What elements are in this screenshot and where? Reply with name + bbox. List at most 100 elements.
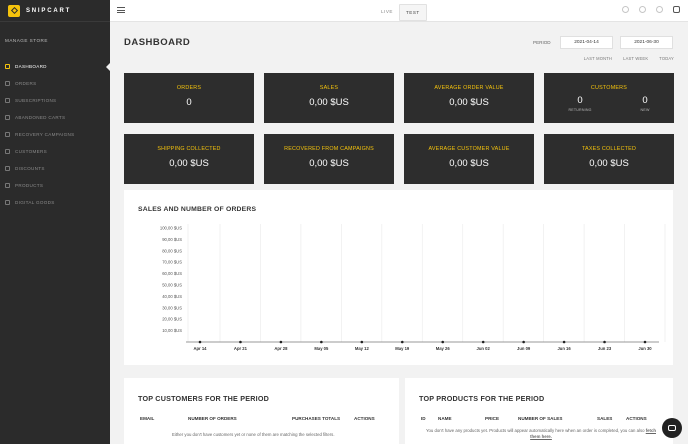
card-label: AVERAGE ORDER VALUE [434,85,504,91]
chart-title: SALES AND NUMBER OF ORDERS [138,206,257,213]
topbar-icons [622,6,680,13]
x-tick-label: May 05 [314,346,329,351]
column-id[interactable]: ID [421,416,426,421]
fetch-products-link[interactable]: fetch them here. [530,428,656,439]
hamburger-menu-icon[interactable] [117,7,125,13]
y-tick-label: 100,00 $US [160,226,182,231]
period-end-input[interactable]: 2021-06-30 [620,36,673,49]
card-label: AVERAGE CUSTOMER VALUE [428,146,510,152]
shipping-collected-card: SHIPPING COLLECTED 0,00 $US [124,134,254,184]
sidebar-item-abandoned-carts[interactable]: ABANDONED CARTS [0,109,110,126]
data-point [522,340,525,344]
docs-icon[interactable] [656,6,663,13]
column-sales[interactable]: SALES [597,416,613,421]
column-name[interactable]: NAME [438,416,452,421]
column-actions: ACTIONS [626,416,647,421]
cart-icon [5,115,10,120]
sidebar-item-label: RECOVERY CAMPAIGNS [15,132,75,137]
sidebar-item-orders[interactable]: ORDERS [0,75,110,92]
period-label: PERIOD [533,40,551,45]
sidebar-item-products[interactable]: PRODUCTS [0,177,110,194]
last-week-link[interactable]: LAST WEEK [623,56,649,61]
card-label: RECOVERED FROM CAMPAIGNS [284,146,374,152]
empty-message-text: You don't have any products yet. Product… [426,428,645,433]
card-label: ORDERS [176,85,202,91]
sidebar-item-discounts[interactable]: DISCOUNTS [0,160,110,177]
column-price[interactable]: PRICE [485,416,500,421]
card-value: 0,00 $US [449,158,489,169]
sidebar-item-label: PRODUCTS [15,183,44,188]
account-icon[interactable] [673,6,680,13]
sidebar-item-label: CUSTOMERS [15,149,47,154]
discount-icon [5,166,10,171]
top-customers-panel: TOP CUSTOMERS FOR THE PERIOD EMAIL NUMBE… [124,378,399,444]
column-purchases-totals[interactable]: PURCHASES TOTALS [292,416,341,421]
returning-customers: 0 RETURNING [568,95,591,112]
y-tick-label: 80,00 $US [162,248,182,253]
column-number-of-orders[interactable]: NUMBER OF ORDERS [188,416,237,421]
card-label: CUSTOMERS [590,85,628,91]
sidebar-item-recovery-campaigns[interactable]: RECOVERY CAMPAIGNS [0,126,110,143]
x-tick-label: Jun 23 [598,346,612,351]
y-tick-label: 20,00 $US [162,317,182,322]
top-customers-empty-message: Either you don't have customers yet or n… [172,432,335,437]
orders-card: ORDERS 0 [124,73,254,123]
sidebar-item-customers[interactable]: CUSTOMERS [0,143,110,160]
recovery-icon [5,132,10,137]
card-value: 0 [186,97,192,108]
mode-live-button[interactable]: LIVE [381,9,393,14]
data-point [279,340,283,344]
sidebar-item-label: DISCOUNTS [15,166,45,171]
top-products-empty-message: You don't have any products yet. Product… [421,428,661,440]
chat-bubble-icon [668,425,676,431]
snipcart-logo-icon [8,4,20,17]
mode-test-button[interactable]: TEST [398,4,427,21]
sidebar-item-label: ORDERS [15,81,37,86]
data-point [360,340,364,344]
period-start-input[interactable]: 2021-04-14 [560,36,613,49]
y-tick-label: 90,00 $US [162,237,182,242]
card-value: 0,00 $US [309,97,349,108]
recovered-campaigns-card: RECOVERED FROM CAMPAIGNS 0,00 $US [264,134,394,184]
sidebar-item-dashboard[interactable]: DASHBOARD [0,58,110,75]
subscriptions-icon [5,98,10,103]
notifications-icon[interactable] [639,6,646,13]
card-value: 0,00 $US [169,158,209,169]
x-tick-label: Apr 21 [234,346,248,351]
column-number-of-sales[interactable]: NUMBER OF SALES [518,416,563,421]
topbar: LIVE TEST [110,0,688,22]
data-point [603,340,606,344]
data-point [481,340,485,344]
column-email[interactable]: EMAIL [140,416,155,421]
taxes-collected-card: TAXES COLLECTED 0,00 $US [544,134,674,184]
column-actions: ACTIONS [354,416,375,421]
x-tick-label: May 12 [355,346,370,351]
sidebar-item-digital-goods[interactable]: DIGITAL GOODS [0,194,110,211]
x-tick-label: Jun 02 [477,346,491,351]
average-order-value-card: AVERAGE ORDER VALUE 0,00 $US [404,73,534,123]
top-customers-title: TOP CUSTOMERS FOR THE PERIOD [138,394,269,403]
card-label: SHIPPING COLLECTED [157,146,221,152]
sidebar-item-label: SUBSCRIPTIONS [15,98,57,103]
data-point [562,340,566,344]
brand[interactable]: SNIPCART [0,0,110,22]
data-point [441,340,445,344]
sales-orders-chart: 10,00 $US 20,00 $US 30,00 $US 40,00 $US 50,0… [160,224,666,351]
sidebar-section-title: MANAGE STORE [5,38,48,43]
bar-chart-icon [5,64,10,69]
y-tick-label: 10,00 $US [162,328,182,333]
help-icon[interactable] [622,6,629,13]
data-point [643,340,647,344]
last-month-link[interactable]: LAST MONTH [583,56,613,61]
sidebar-item-subscriptions[interactable]: SUBSCRIPTIONS [0,92,110,109]
orders-icon [5,81,10,86]
returning-value: 0 [577,95,583,106]
y-tick-label: 60,00 $US [162,271,182,276]
new-value: 0 [642,95,648,106]
chat-button[interactable] [662,418,682,438]
tag-icon [5,183,10,188]
today-link[interactable]: TODAY [659,56,674,61]
y-tick-label: 50,00 $US [162,283,182,288]
x-tick-label: Jun 09 [517,346,531,351]
new-label: NEW [640,108,650,112]
